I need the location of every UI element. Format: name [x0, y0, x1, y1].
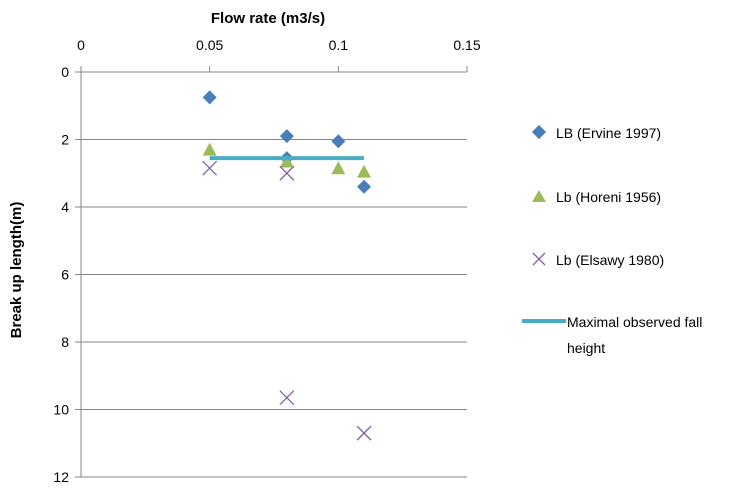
point-x-elsawy — [279, 390, 295, 406]
x-tick-label: 0.15 — [453, 37, 480, 53]
legend-diamond-icon — [531, 124, 547, 140]
point-x-stroke — [356, 425, 372, 441]
y-tick-label: 8 — [61, 334, 69, 350]
legend-item-ervine: LB (Ervine 1997) — [531, 124, 661, 141]
y-tick-label: 12 — [53, 469, 69, 485]
legend-label-maximal-line2: height — [567, 340, 605, 356]
legend-label-horeni: Lb (Horeni 1956) — [556, 189, 661, 205]
point-triangle-horeni — [357, 164, 372, 178]
legend: LB (Ervine 1997) Lb (Horeni 1956) Lb (El… — [522, 124, 702, 356]
point-x-stroke — [202, 160, 218, 176]
point-diamond-ervine — [202, 90, 217, 105]
x-tick-label: 0.1 — [329, 37, 349, 53]
legend-x-icon — [532, 252, 546, 266]
point-diamond-ervine — [279, 129, 294, 144]
y-tick-label: 0 — [61, 64, 69, 80]
y-tick-label: 10 — [53, 402, 69, 418]
y-tick-label: 2 — [61, 132, 69, 148]
point-x-elsawy — [356, 425, 372, 441]
point-diamond-ervine — [357, 179, 372, 194]
y-axis-title: Break up length(m) — [8, 202, 25, 339]
legend-label-maximal-line1: Maximal observed fall — [567, 314, 702, 330]
x-axis-title: Flow rate (m3/s) — [211, 10, 325, 27]
point-diamond-ervine — [331, 134, 346, 149]
legend-item-elsawy: Lb (Elsawy 1980) — [532, 252, 664, 268]
legend-label-ervine: LB (Ervine 1997) — [556, 125, 661, 141]
axis-layer: 0 2 4 6 8 10 12 0 0.05 0.1 0.15 — [53, 37, 480, 485]
legend-label-elsawy: Lb (Elsawy 1980) — [556, 252, 664, 268]
legend-item-maximal: Maximal observed fall height — [522, 314, 702, 356]
point-triangle-horeni — [331, 161, 346, 175]
point-x-stroke — [279, 390, 295, 406]
y-tick-label: 4 — [61, 199, 69, 215]
point-triangle-horeni — [202, 142, 217, 156]
point-x-elsawy — [202, 160, 218, 176]
legend-triangle-icon — [532, 190, 546, 202]
point-x-elsawy — [279, 165, 295, 181]
x-tick-label: 0.05 — [196, 37, 223, 53]
grid-layer — [81, 139, 467, 478]
legend-item-horeni: Lb (Horeni 1956) — [532, 189, 661, 205]
data-layer — [202, 90, 372, 441]
point-x-stroke — [279, 165, 295, 181]
point-triangle-horeni — [279, 154, 294, 168]
y-tick-label: 6 — [61, 267, 69, 283]
x-tick-label: 0 — [77, 37, 85, 53]
